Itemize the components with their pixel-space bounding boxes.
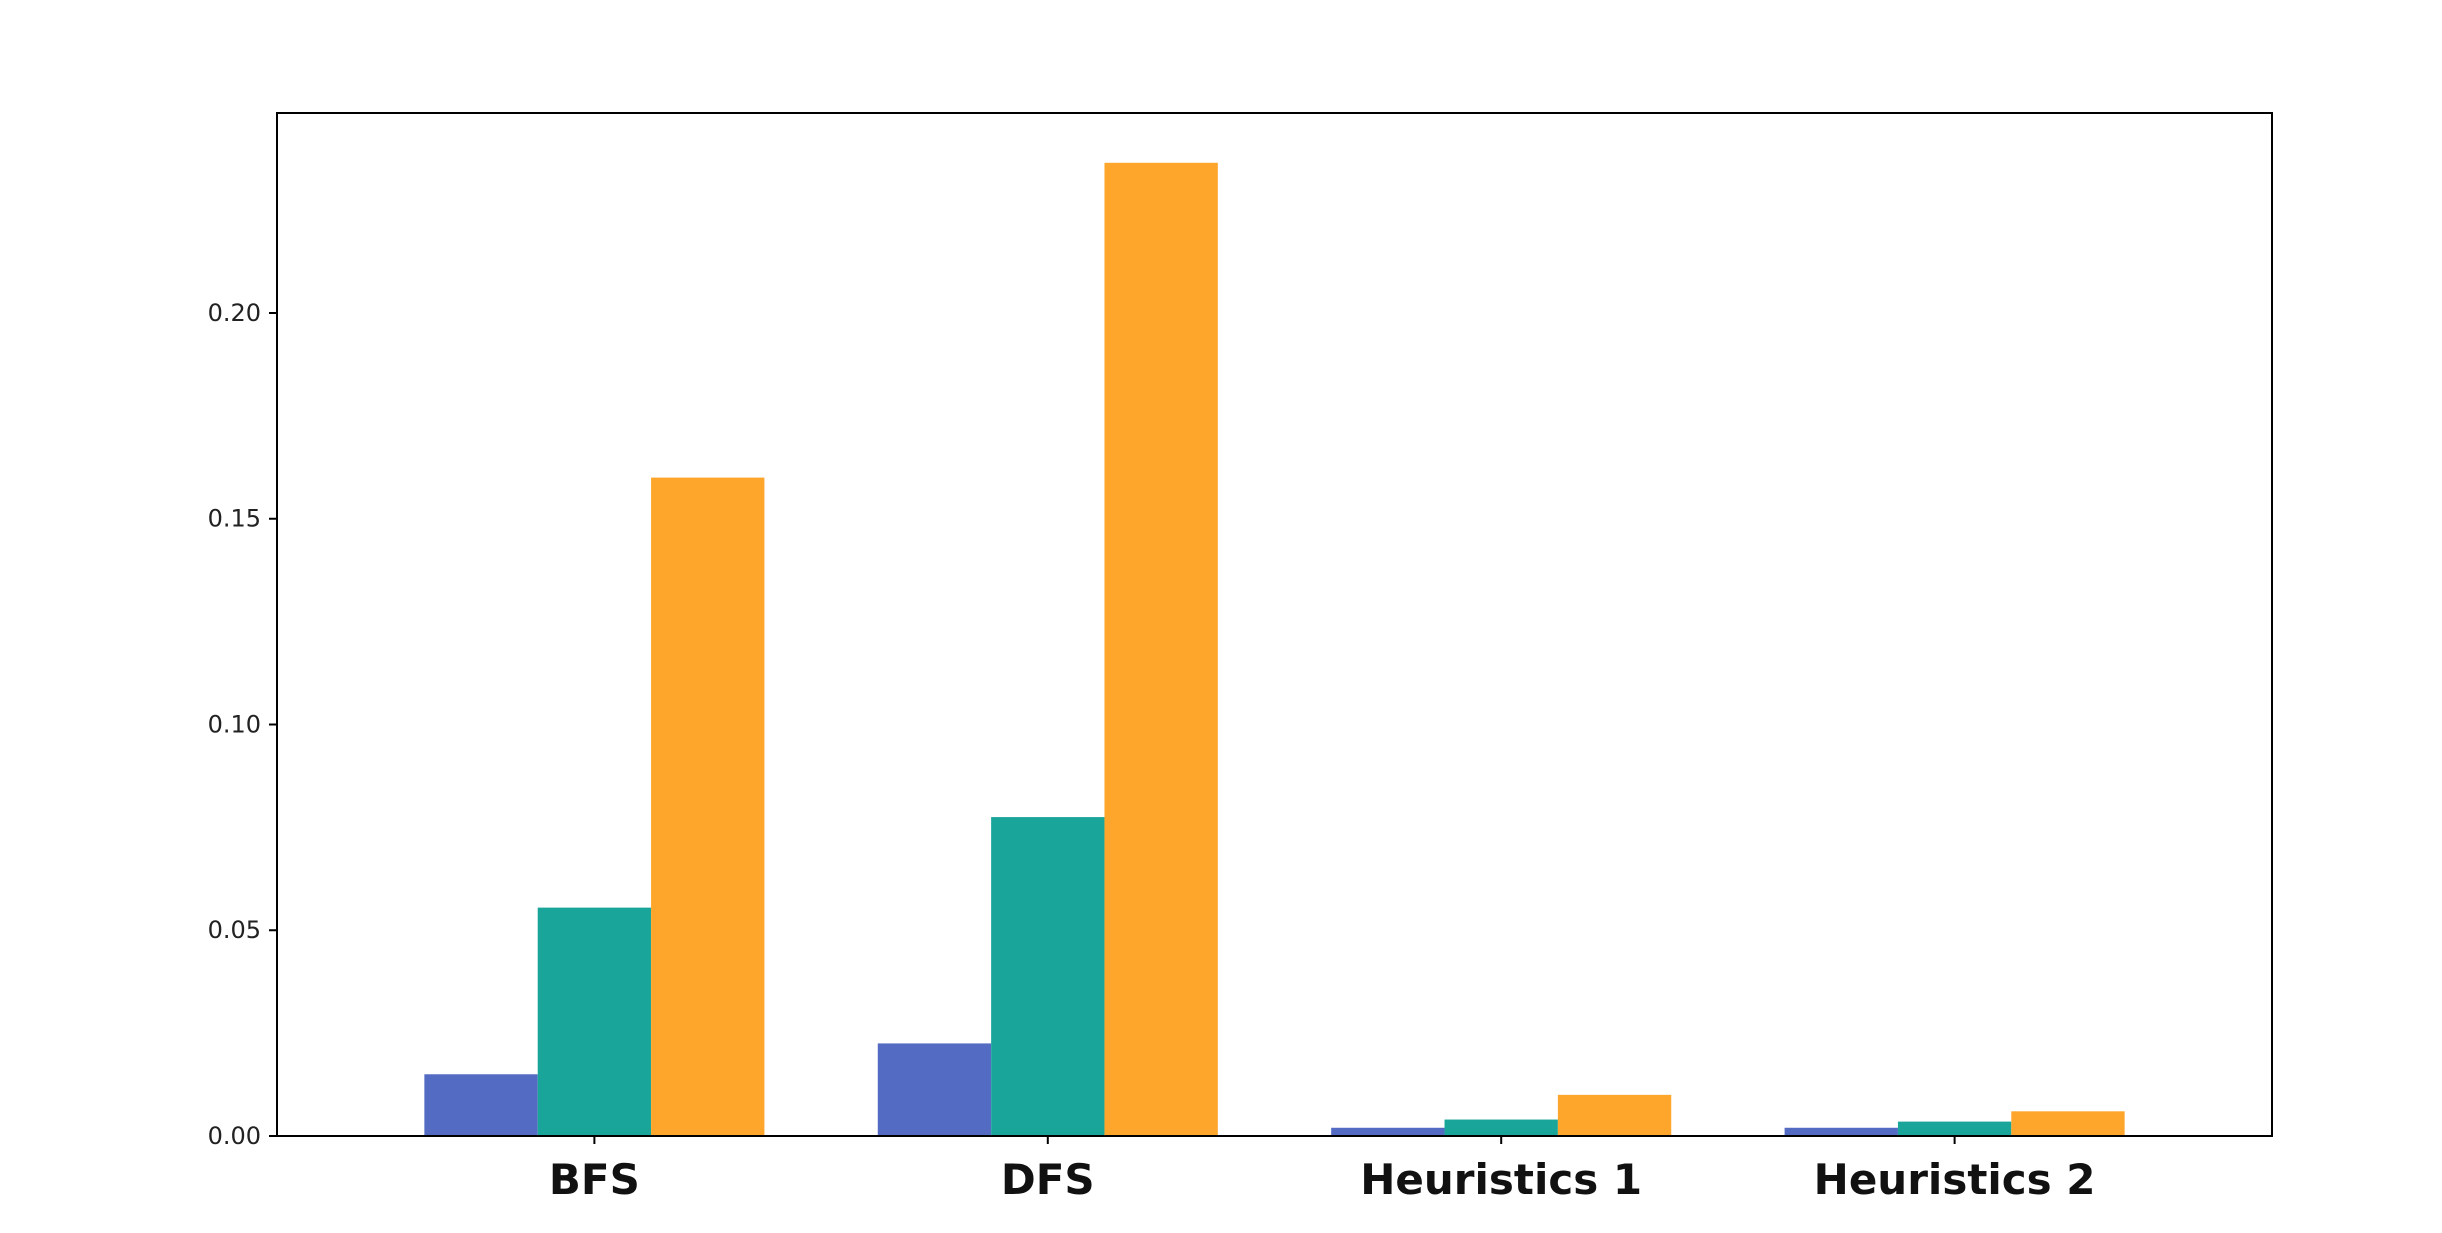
bar-heuristics-2-series-3 [2011, 1111, 2125, 1136]
bar-heuristics-2-series-2 [1897, 1121, 2012, 1136]
x-tick-label-heuristics-2: Heuristics 2 [1814, 1155, 2096, 1204]
bar-heuristics-1-series-1 [1331, 1127, 1445, 1136]
bars-layer [424, 162, 2125, 1137]
labels-layer: 0.00 0.05 0.10 0.15 0.20 BFS DFS Heuristics 1 He… [208, 299, 2096, 1204]
axes-layer [269, 112, 2273, 1144]
y-tick-label: 0.05 [208, 916, 261, 944]
bar-dfs-series-3 [1104, 162, 1218, 1137]
bar-dfs-series-1 [877, 1043, 992, 1136]
x-tick-label-bfs: BFS [549, 1155, 640, 1204]
y-tick-label: 0.00 [208, 1122, 261, 1150]
x-tick-label-dfs: DFS [1001, 1155, 1095, 1204]
bar-dfs-series-2 [991, 817, 1105, 1136]
plot-frame [276, 112, 2273, 1137]
bar-bfs-series-1 [424, 1074, 538, 1136]
bar-bfs-series-2 [537, 907, 652, 1136]
bar-heuristics-1-series-3 [1557, 1094, 1672, 1136]
y-tick-label: 0.20 [208, 299, 261, 327]
bar-heuristics-2-series-1 [1784, 1127, 1898, 1136]
y-tick-label: 0.15 [208, 505, 261, 533]
x-tick-label-heuristics-1: Heuristics 1 [1360, 1155, 1642, 1204]
y-tick-label: 0.10 [208, 710, 261, 738]
bar-heuristics-1-series-2 [1444, 1119, 1558, 1136]
bar-bfs-series-3 [651, 477, 765, 1137]
